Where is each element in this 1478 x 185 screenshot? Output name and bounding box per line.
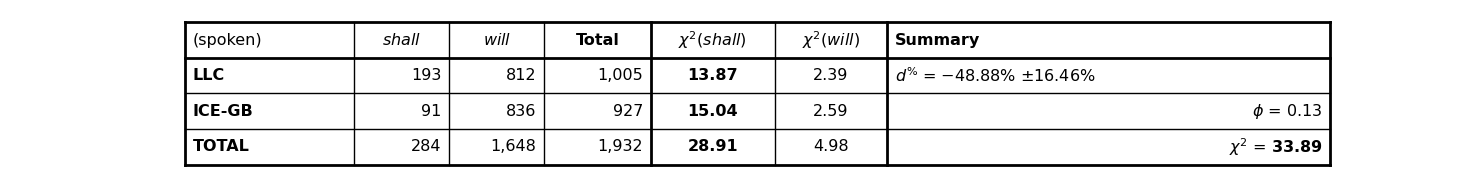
Text: 28.91: 28.91 [687, 139, 738, 154]
Text: $\chi^2$$(shall)$: $\chi^2$$(shall)$ [678, 29, 748, 51]
Text: 193: 193 [411, 68, 442, 83]
Text: (spoken): (spoken) [192, 33, 263, 48]
Text: 836: 836 [505, 104, 537, 119]
Text: Summary: Summary [896, 33, 980, 48]
Text: 91: 91 [421, 104, 442, 119]
Text: 1,932: 1,932 [597, 139, 643, 154]
Text: 284: 284 [411, 139, 442, 154]
Text: LLC: LLC [192, 68, 225, 83]
Text: 1,005: 1,005 [597, 68, 643, 83]
Text: 13.87: 13.87 [687, 68, 738, 83]
Text: $\phi$ = 0.13: $\phi$ = 0.13 [1252, 102, 1323, 121]
Text: 4.98: 4.98 [813, 139, 848, 154]
Text: $shall$: $shall$ [383, 32, 421, 48]
Text: TOTAL: TOTAL [192, 139, 250, 154]
Text: 812: 812 [505, 68, 537, 83]
Text: ICE-GB: ICE-GB [192, 104, 254, 119]
Text: $will$: $will$ [483, 32, 511, 48]
Text: 1,648: 1,648 [491, 139, 537, 154]
Text: $\chi^2$ = $\mathbf{33.89}$: $\chi^2$ = $\mathbf{33.89}$ [1228, 136, 1323, 158]
Text: 2.59: 2.59 [813, 104, 848, 119]
Text: 2.39: 2.39 [813, 68, 848, 83]
Text: $\chi^2$$(will)$: $\chi^2$$(will)$ [801, 29, 860, 51]
Text: Total: Total [576, 33, 619, 48]
Text: 15.04: 15.04 [687, 104, 738, 119]
Text: 927: 927 [612, 104, 643, 119]
Text: $d^{\%}$ = −48.88% ±16.46%: $d^{\%}$ = −48.88% ±16.46% [896, 66, 1095, 85]
